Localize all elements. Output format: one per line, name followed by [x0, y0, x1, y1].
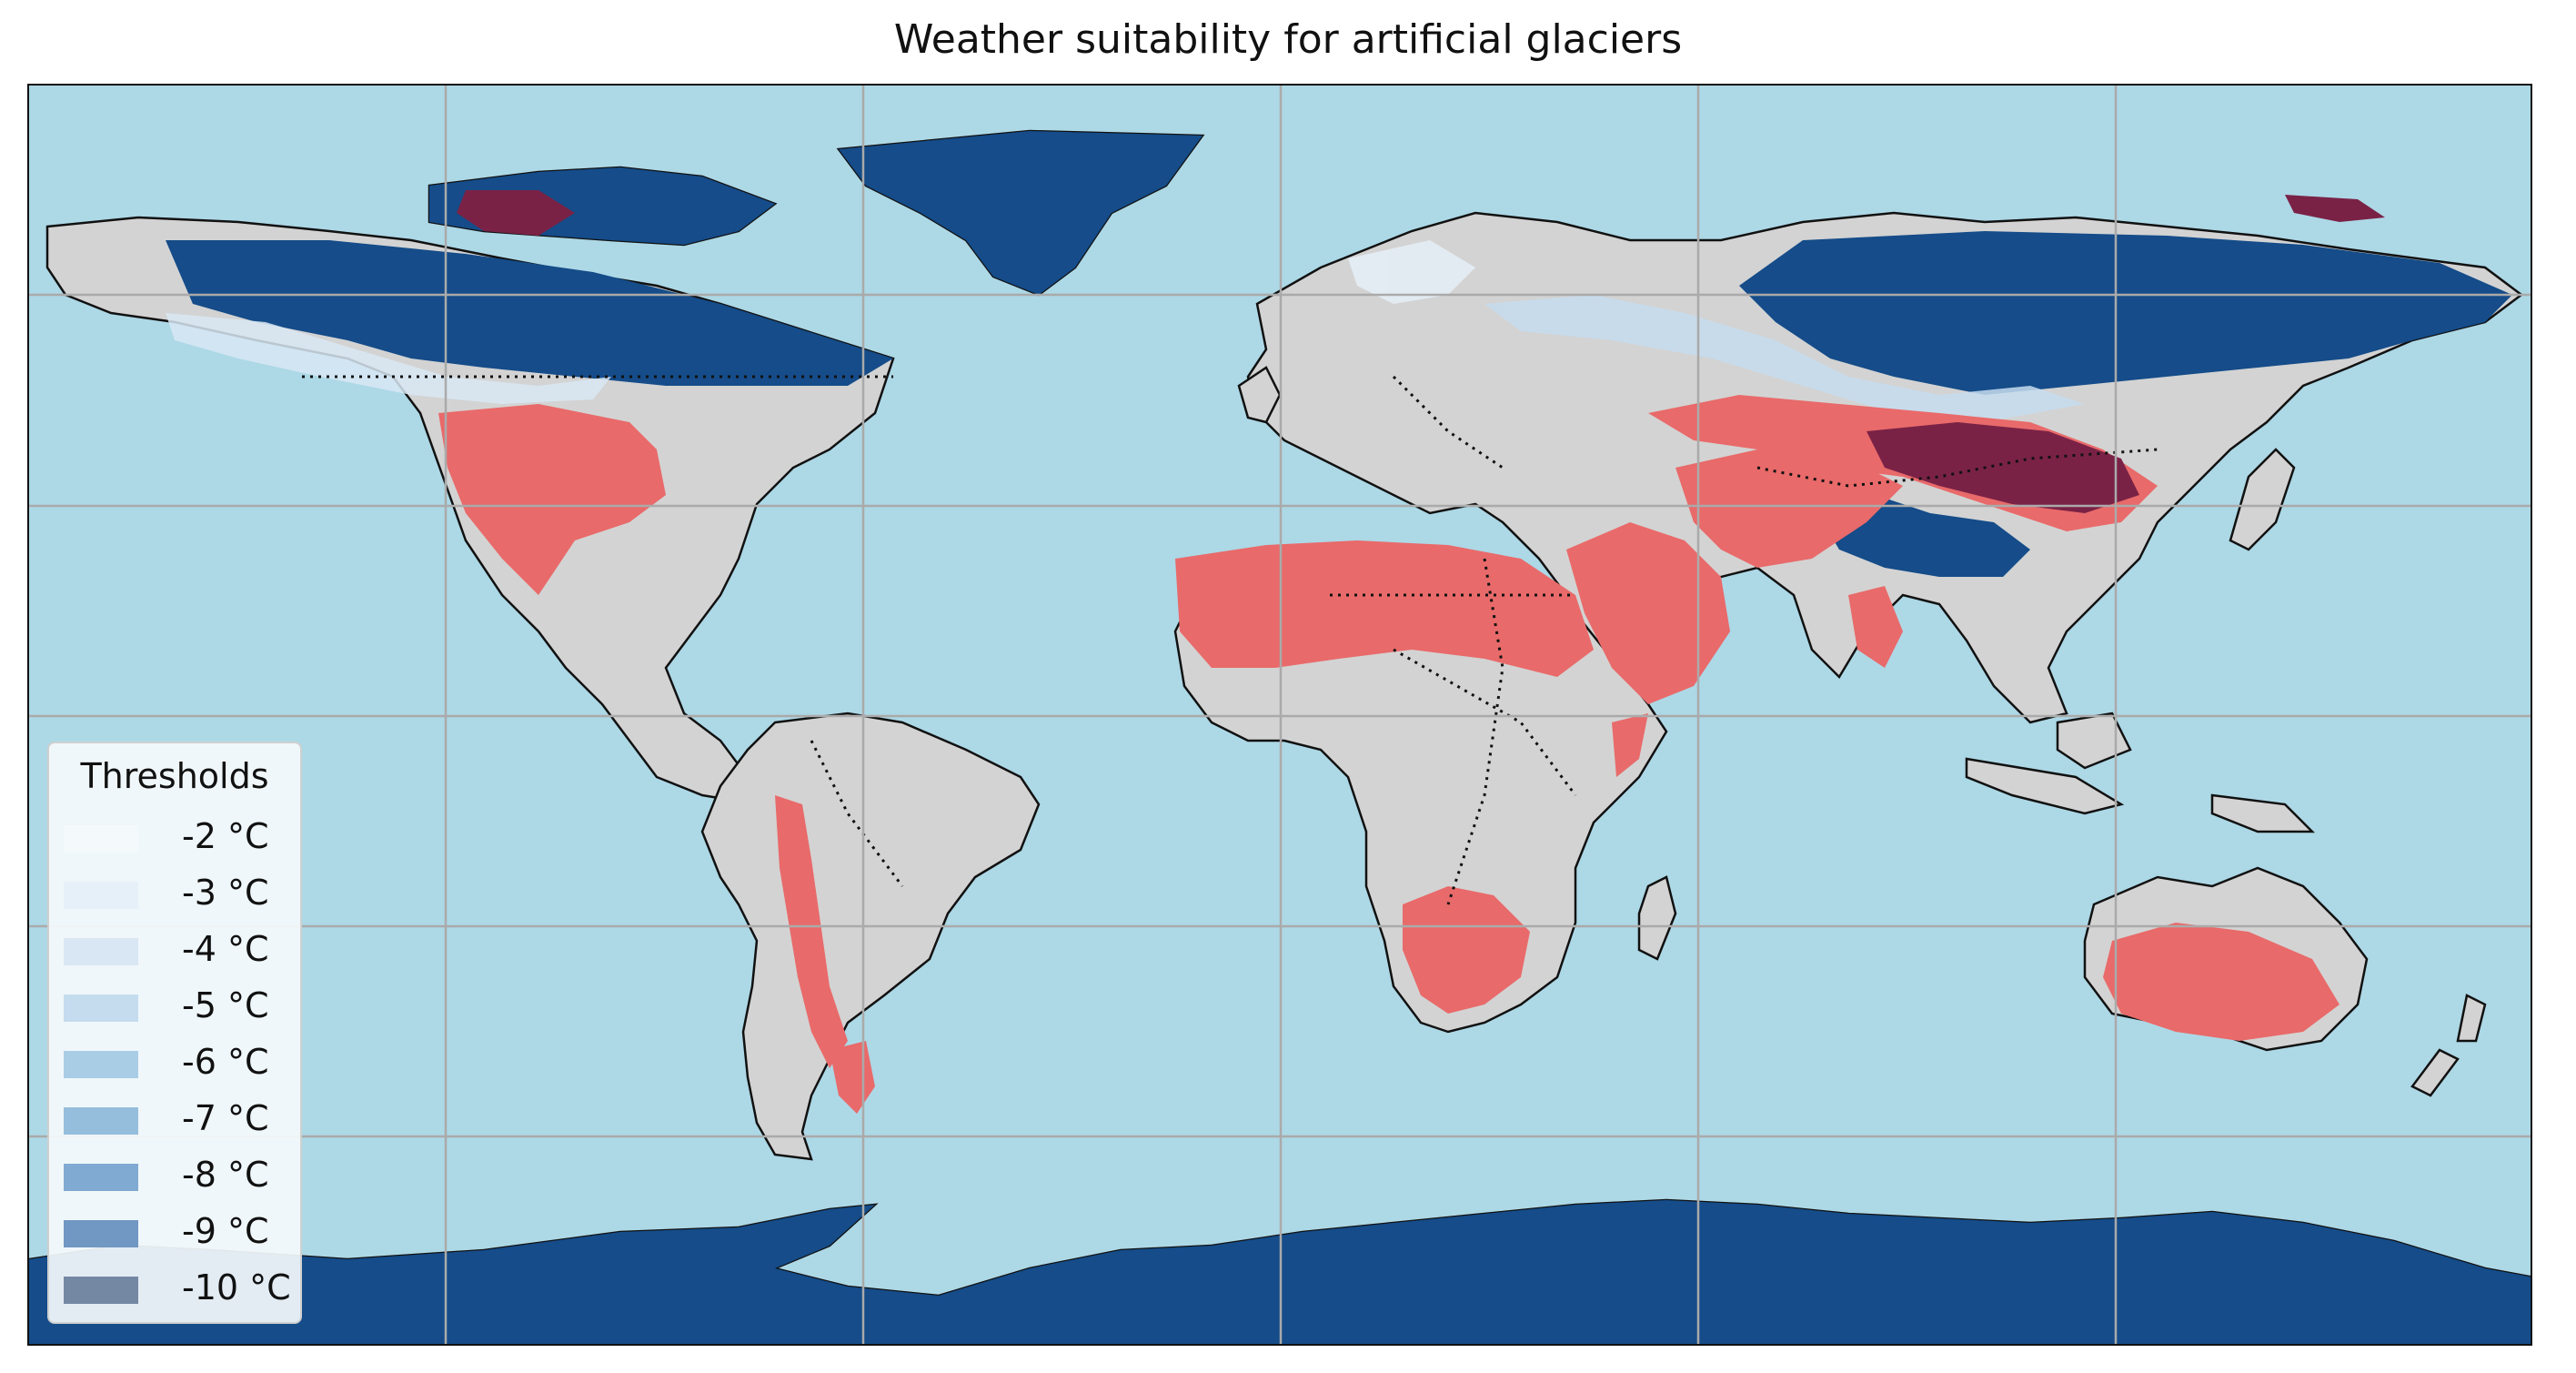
- legend-swatch: [64, 882, 138, 909]
- legend-item: -2 °C: [64, 814, 291, 862]
- uk: [1237, 366, 1282, 424]
- band-eurasia: [1484, 295, 2085, 422]
- band-north-america: [166, 313, 611, 404]
- legend-label: -3 °C: [182, 873, 269, 913]
- suitable-iran: [1675, 449, 1903, 568]
- map-panel[interactable]: [27, 84, 2532, 1346]
- madagascar: [1637, 875, 1677, 961]
- country-borders: [302, 375, 2158, 905]
- legend-title: Thresholds: [80, 756, 269, 796]
- legend-item: -5 °C: [64, 984, 291, 1031]
- legend-swatch: [64, 994, 138, 1022]
- legend-label: -6 °C: [182, 1042, 269, 1082]
- borneo: [2056, 712, 2132, 770]
- legend-swatch: [64, 1277, 138, 1304]
- suitable-india: [1848, 586, 1903, 668]
- legend-item: -4 °C: [64, 927, 291, 974]
- new-guinea: [2210, 793, 2316, 833]
- suitable-south-africa: [1403, 886, 1530, 1014]
- legend-label: -7 °C: [182, 1098, 269, 1138]
- ice-regions: [29, 131, 2531, 1344]
- new-zealand-south: [2410, 1048, 2460, 1097]
- cold-canada-arctic: [457, 190, 575, 236]
- new-zealand: [2456, 994, 2487, 1043]
- legend-swatch: [64, 938, 138, 965]
- suitable-somalia: [1612, 713, 1648, 777]
- band-scandinavia: [1348, 240, 1475, 304]
- legend-label: -4 °C: [182, 929, 269, 969]
- suitable-arabia: [1566, 522, 1730, 704]
- legend-swatch: [64, 825, 138, 853]
- legend-swatch: [64, 1164, 138, 1191]
- legend-swatch: [64, 1107, 138, 1135]
- suitable-us-west: [438, 404, 666, 595]
- world-map[interactable]: [29, 86, 2532, 1346]
- legend-swatch: [64, 1220, 138, 1247]
- legend-item: -7 °C: [64, 1096, 291, 1144]
- legend-item: -10 °C: [64, 1266, 291, 1313]
- map-title: Weather suitability for artificial glaci…: [893, 16, 1683, 63]
- legend-item: -3 °C: [64, 871, 291, 918]
- indonesia: [1965, 757, 2125, 815]
- legend-label: -2 °C: [182, 816, 269, 856]
- legend-label: -9 °C: [182, 1211, 269, 1251]
- legend-swatch: [64, 1051, 138, 1078]
- legend: Thresholds -2 °C -3 °C -4 °C -5 °C -6 °C…: [47, 742, 302, 1324]
- suitable-australia: [2103, 923, 2340, 1041]
- suitable-cold-regions: [457, 190, 2385, 513]
- siberia-ice: [1739, 231, 2512, 395]
- cold-mongolia: [1867, 422, 2139, 513]
- threshold-bands: [166, 240, 2085, 422]
- legend-item: -9 °C: [64, 1209, 291, 1257]
- legend-item: -8 °C: [64, 1153, 291, 1200]
- legend-label: -8 °C: [182, 1155, 269, 1195]
- cold-kamchatka-north: [2285, 195, 2385, 222]
- legend-item: -6 °C: [64, 1040, 291, 1087]
- suitable-andes: [775, 795, 848, 1068]
- gridlines: [29, 86, 2531, 1344]
- legend-label: -5 °C: [182, 985, 269, 1025]
- greenland-ice: [839, 131, 1202, 295]
- japan: [2229, 448, 2296, 551]
- legend-label: -10 °C: [182, 1267, 291, 1307]
- canada-ice: [166, 240, 893, 386]
